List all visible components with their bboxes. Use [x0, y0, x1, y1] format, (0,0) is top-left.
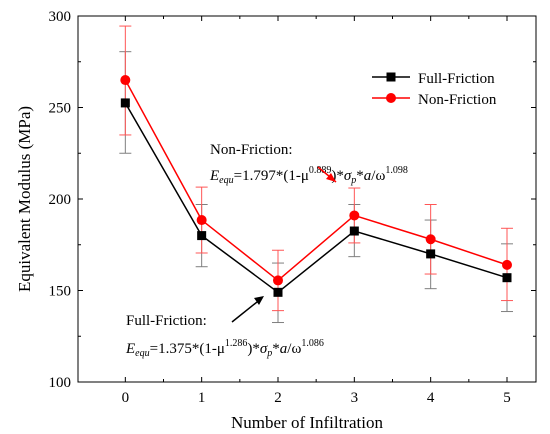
- annotation-full-friction-arrowhead: [254, 296, 264, 305]
- point-full-friction: [426, 249, 436, 259]
- y-tick-label: 250: [49, 101, 72, 117]
- legend-marker-full-friction: [386, 72, 396, 82]
- point-full-friction: [197, 231, 207, 241]
- point-full-friction: [502, 273, 512, 283]
- x-tick-label: 4: [427, 390, 435, 406]
- annotation-non-friction: Non-Friction: Eequ=1.797*(1-μ0.889)*σp*a…: [209, 142, 408, 186]
- x-axis: 0 1 2 3 4 5: [122, 16, 511, 406]
- point-full-friction: [349, 226, 359, 236]
- series-lines: [124, 79, 508, 294]
- legend-label-non-friction: Non-Friction: [418, 92, 497, 108]
- x-tick-label: 5: [503, 390, 511, 406]
- series-markers: [120, 75, 512, 297]
- x-tick-label: 1: [198, 390, 206, 406]
- legend-marker-non-friction: [386, 93, 396, 103]
- annotation-full-friction-formula: Eequ=1.375*(1-μ1.286)*σp*a/ω1.086: [125, 338, 324, 359]
- series-line-full-friction: [124, 102, 508, 294]
- y-tick-label: 100: [49, 375, 72, 391]
- annotation-non-friction-title: Non-Friction:: [210, 142, 293, 158]
- x-axis-title: Number of Infiltration: [231, 413, 384, 432]
- annotation-non-friction-arrowhead: [326, 173, 336, 182]
- point-full-friction: [273, 287, 283, 297]
- y-axis: 100 150 200 250 300: [49, 9, 536, 391]
- annotation-full-friction-title: Full-Friction:: [126, 313, 207, 329]
- legend: Full-Friction Non-Friction: [372, 71, 497, 108]
- point-full-friction: [120, 98, 130, 108]
- x-tick-label: 3: [351, 390, 359, 406]
- point-non-friction: [501, 259, 512, 270]
- series-line-non-friction: [124, 79, 508, 282]
- point-non-friction: [349, 210, 360, 221]
- point-non-friction: [425, 234, 436, 245]
- x-tick-label: 2: [274, 390, 282, 406]
- legend-label-full-friction: Full-Friction: [418, 71, 495, 87]
- y-tick-label: 300: [49, 9, 72, 25]
- y-tick-label: 150: [49, 284, 72, 300]
- annotation-full-friction: Full-Friction: Eequ=1.375*(1-μ1.286)*σp*…: [125, 296, 324, 359]
- y-axis-title: Equivalent Modulus (MPa): [15, 106, 34, 292]
- y-tick-label: 200: [49, 192, 72, 208]
- point-non-friction: [196, 215, 207, 226]
- point-non-friction: [272, 275, 283, 286]
- x-tick-label: 0: [122, 390, 130, 406]
- point-non-friction: [120, 75, 131, 86]
- annotation-non-friction-formula: Eequ=1.797*(1-μ0.889)*σp*a/ω1.098: [209, 165, 408, 186]
